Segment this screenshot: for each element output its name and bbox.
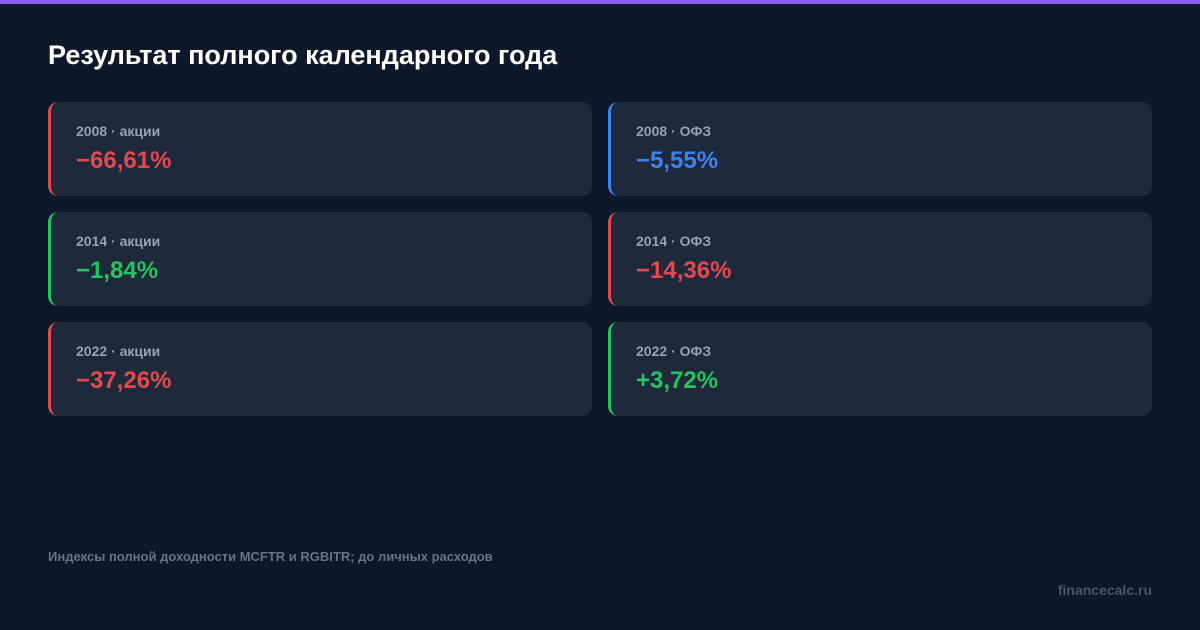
card-value: −5,55% <box>636 147 719 174</box>
title: Результат полного календарного года <box>48 40 558 70</box>
card-value: −14,36% <box>636 257 732 284</box>
card-label: 2014 · ОФЗ <box>636 233 712 249</box>
card-label: 2008 · акции <box>76 123 161 139</box>
brand: financecalc.ru <box>1057 582 1152 598</box>
result-card: 2014 · ОФЗ −14,36% <box>608 212 1152 306</box>
card-value: −37,26% <box>76 367 172 394</box>
result-card: 2014 · акции −1,84% <box>48 212 592 306</box>
result-card: 2022 · ОФЗ +3,72% <box>608 322 1152 416</box>
result-card: 2008 · ОФЗ −5,55% <box>608 102 1152 196</box>
result-card: 2022 · акции −37,26% <box>48 322 592 416</box>
card-label: 2014 · акции <box>76 233 161 249</box>
accent-bar <box>0 0 1200 4</box>
card-label: 2008 · ОФЗ <box>636 123 712 139</box>
card-value: −66,61% <box>76 147 172 174</box>
footnote: Индексы полной доходности MCFTR и RGBITR… <box>48 549 493 564</box>
card-value: −1,84% <box>76 257 159 284</box>
card-label: 2022 · ОФЗ <box>636 343 712 359</box>
card-label: 2022 · акции <box>76 343 161 359</box>
card-grid: 2008 · акции −66,61% 2008 · ОФЗ −5,55% 2014 … <box>48 102 1152 416</box>
card-value: +3,72% <box>636 367 719 394</box>
result-card: 2008 · акции −66,61% <box>48 102 592 196</box>
